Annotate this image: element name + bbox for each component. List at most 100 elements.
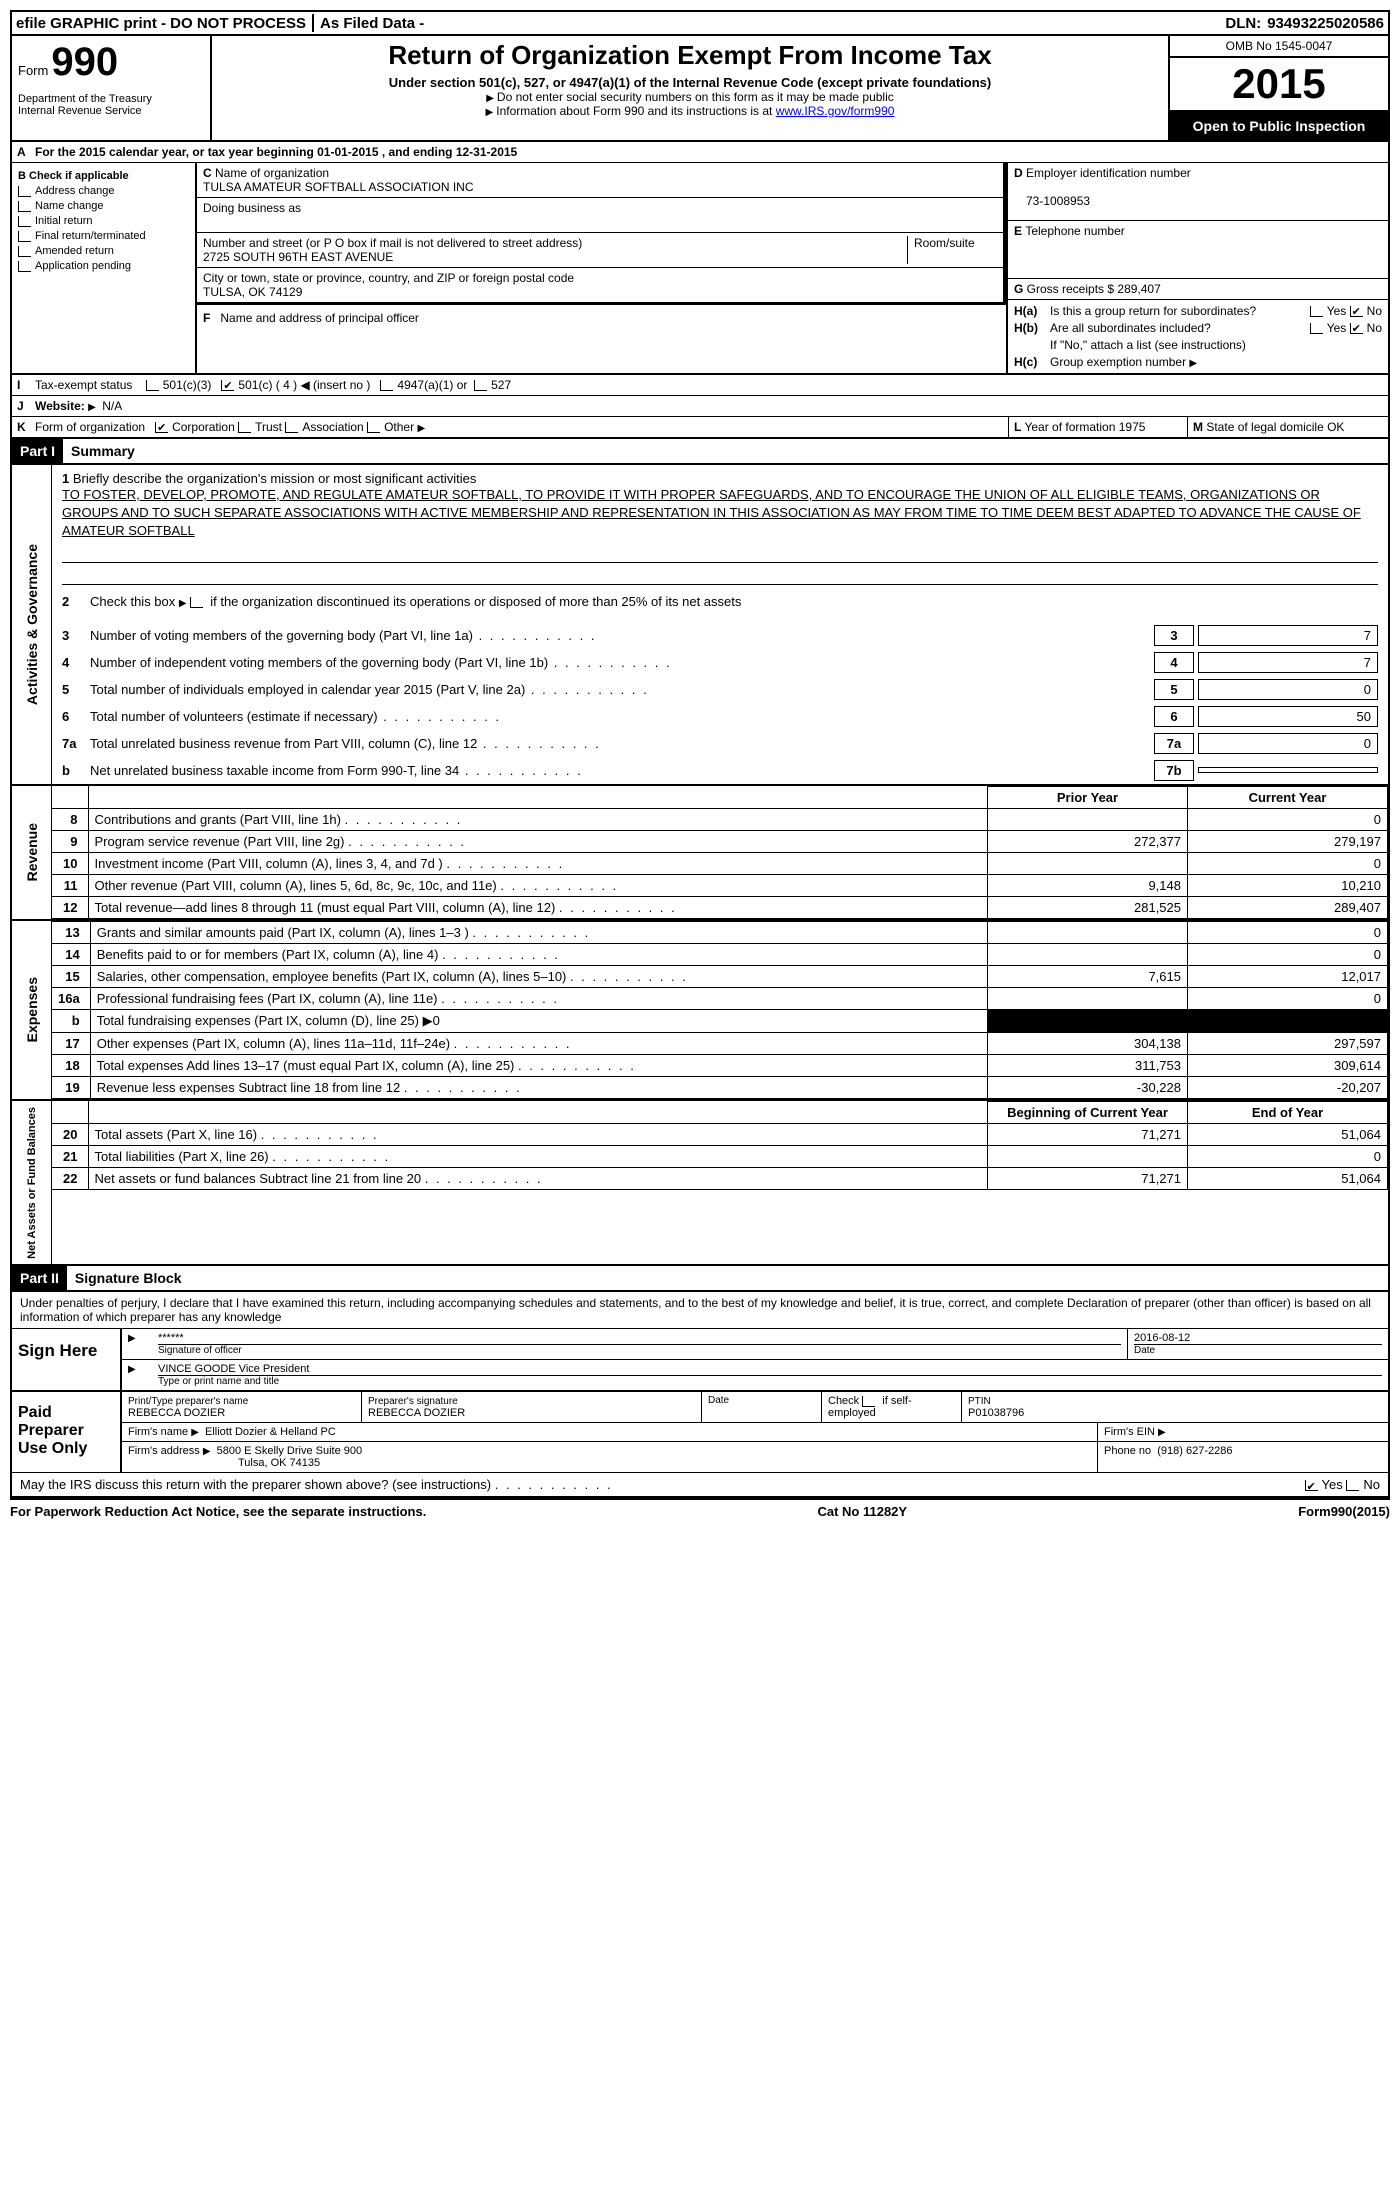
fin-row-21: 21Total liabilities (Part X, line 26) 0 [52,1145,1388,1167]
chk-assoc[interactable] [285,422,298,433]
chk-other[interactable] [367,422,380,433]
chk-initial-return[interactable] [18,216,31,227]
chk-hb-no[interactable] [1350,323,1363,334]
paperwork-notice: For Paperwork Reduction Act Notice, see … [10,1504,426,1519]
chk-4947[interactable] [380,380,393,391]
org-name: TULSA AMATEUR SOFTBALL ASSOCIATION INC [203,180,474,194]
tax-year: 2015 [1170,58,1388,112]
gov-line-4: 4Number of independent voting members of… [52,649,1388,676]
chk-hb-yes[interactable] [1310,323,1323,334]
mission-text: TO FOSTER, DEVELOP, PROMOTE, AND REGULAT… [62,487,1361,538]
chk-ha-no[interactable] [1350,306,1363,317]
firm-phone: (918) 627-2286 [1157,1445,1232,1457]
fin-row-13: 13Grants and similar amounts paid (Part … [52,921,1388,943]
prep-name: REBECCA DOZIER [128,1407,225,1419]
public-inspection: Open to Public Inspection [1170,112,1388,140]
part2-header: Part II Signature Block [10,1266,1390,1292]
fin-row-9: 9Program service revenue (Part VIII, lin… [52,830,1388,852]
hc-text: Group exemption number [1050,355,1186,369]
ptin-label: PTIN [968,1396,991,1407]
type-label: Type or print name and title [158,1375,1382,1387]
officer-name: VINCE GOODE Vice President [158,1363,309,1375]
gross-label: Gross receipts $ [1027,282,1114,296]
chk-name-change[interactable] [18,201,31,212]
hb-note: If "No," attach a list (see instructions… [1014,338,1382,352]
website-label: Website: [35,399,85,413]
prep-name-label: Print/Type preparer's name [128,1396,248,1407]
section-bcd: B Check if applicable Address change Nam… [10,163,1390,375]
note-info: Information about Form 990 and its instr… [496,104,775,118]
chk-527[interactable] [474,380,487,391]
irs-link[interactable]: www.IRS.gov/form990 [776,104,895,118]
firm-city: Tulsa, OK 74135 [128,1457,320,1469]
ha-text: Is this a group return for subordinates? [1050,304,1310,318]
date-label: Date [1134,1344,1382,1356]
footer-form: 990 [1331,1504,1353,1519]
chk-501c4[interactable] [221,380,234,391]
part2-label: Part II [12,1266,67,1290]
ptin-value: P01038796 [968,1407,1024,1419]
vlabel-net: Net Assets or Fund Balances [23,1101,41,1265]
form-title: Return of Organization Exempt From Incom… [222,40,1158,71]
officer-label: Name and address of principal officer [220,311,419,325]
fin-row-22: 22Net assets or fund balances Subtract l… [52,1167,1388,1189]
dept-treasury: Department of the Treasury [18,93,204,105]
fin-row-18: 18Total expenses Add lines 13–17 (must e… [52,1054,1388,1076]
sig-date: 2016-08-12 [1134,1332,1190,1344]
note-ssn: Do not enter social security numbers on … [497,90,894,104]
gov-line-7a: 7aTotal unrelated business revenue from … [52,730,1388,757]
addr-label: Number and street (or P O box if mail is… [203,236,582,250]
hb-text: Are all subordinates included? [1050,321,1310,335]
fin-row-19: 19Revenue less expenses Subtract line 18… [52,1076,1388,1098]
org-name-label: Name of organization [215,166,329,180]
chk-ha-yes[interactable] [1310,306,1323,317]
prior-year-hdr: Prior Year [988,786,1188,808]
firm-phone-label: Phone no [1104,1445,1151,1457]
vlabel-governance: Activities & Governance [21,538,43,711]
part1-header: Part I Summary [10,439,1390,465]
chk-discontinued[interactable] [190,597,203,608]
dba-label: Doing business as [203,201,301,215]
page-footer: For Paperwork Reduction Act Notice, see … [10,1498,1390,1523]
chk-501c3[interactable] [146,380,159,391]
chk-corp[interactable] [155,422,168,433]
website-value: N/A [102,399,122,413]
top-bar: efile GRAPHIC print - DO NOT PROCESS As … [10,10,1390,36]
firm-name: Elliott Dozier & Helland PC [205,1426,336,1438]
gov-line-3: 3Number of voting members of the governi… [52,622,1388,649]
form-org-label: Form of organization [35,420,145,434]
fin-row-10: 10Investment income (Part VIII, column (… [52,852,1388,874]
cat-no: Cat No 11282Y [817,1504,907,1519]
begin-year-hdr: Beginning of Current Year [988,1101,1188,1123]
gov-line-7b: bNet unrelated business taxable income f… [52,757,1388,784]
chk-discuss-yes[interactable] [1305,1480,1318,1491]
ein-label: Employer identification number [1026,166,1191,180]
section-a: A For the 2015 calendar year, or tax yea… [10,142,1390,163]
city-label: City or town, state or province, country… [203,271,574,285]
discuss-text: May the IRS discuss this return with the… [20,1477,491,1492]
ein-value: 73-1008953 [1014,194,1090,208]
chk-pending[interactable] [18,261,31,272]
gov-line-6: 6Total number of volunteers (estimate if… [52,703,1388,730]
form-subtitle: Under section 501(c), 527, or 4947(a)(1)… [222,75,1158,90]
chk-self-employed[interactable] [862,1396,875,1407]
chk-address-change[interactable] [18,186,31,197]
fin-row-8: 8Contributions and grants (Part VIII, li… [52,808,1388,830]
chk-discuss-no[interactable] [1346,1480,1359,1491]
q2-text: Check this box [90,594,175,609]
chk-trust[interactable] [238,422,251,433]
check-applicable: Check if applicable [29,170,129,182]
tax-year-line: For the 2015 calendar year, or tax year … [30,142,522,162]
gov-line-5: 5Total number of individuals employed in… [52,676,1388,703]
expenses-section: Expenses 13Grants and similar amounts pa… [10,921,1390,1101]
paid-preparer-label: Paid Preparer Use Only [12,1392,122,1472]
current-year-hdr: Current Year [1188,786,1388,808]
firm-addr: 5800 E Skelly Drive Suite 900 [217,1445,363,1457]
firm-addr-label: Firm's address [128,1445,200,1457]
chk-amended[interactable] [18,246,31,257]
sig-officer-label: Signature of officer [158,1344,1121,1356]
fin-row-b: bTotal fundraising expenses (Part IX, co… [52,1009,1388,1032]
dln-label: DLN: [1225,15,1261,32]
omb-number: OMB No 1545-0047 [1170,36,1388,58]
chk-final-return[interactable] [18,231,31,242]
